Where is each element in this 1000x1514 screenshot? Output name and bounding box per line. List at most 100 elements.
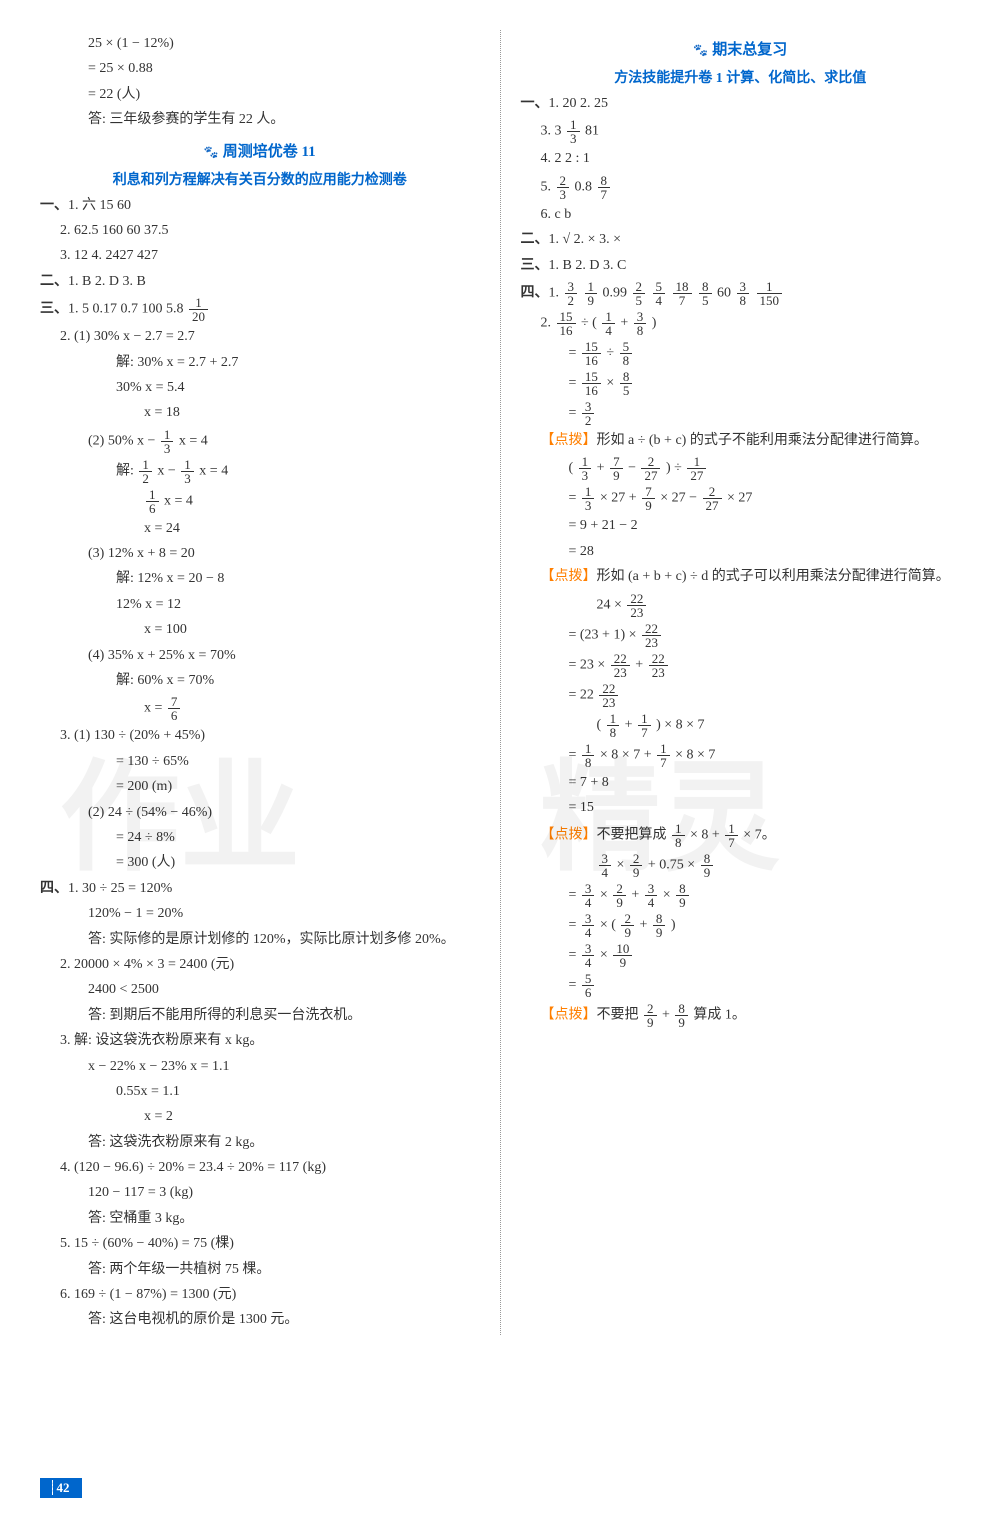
q2-1c: x = 18 bbox=[40, 402, 480, 424]
fraction: 34 bbox=[582, 912, 595, 939]
fraction: 1516 bbox=[582, 370, 601, 397]
q2-4h: (4) 35% x + 25% x = 70% bbox=[40, 645, 480, 667]
r1-6: 6. c b bbox=[521, 204, 961, 226]
fraction: 18 bbox=[582, 742, 595, 769]
fraction: 58 bbox=[620, 340, 633, 367]
heading-final: 期末总复习 bbox=[521, 38, 961, 59]
section-2: 二、1. B 2. D 3. B bbox=[40, 271, 480, 293]
s4-3b: x − 22% x − 23% x = 1.1 bbox=[40, 1056, 480, 1078]
r4-q4-l3: = 23 × 2223 + 2223 bbox=[521, 652, 961, 679]
r4-q2-l3: = 1516 × 85 bbox=[521, 370, 961, 397]
fraction: 17 bbox=[725, 822, 738, 849]
section-content: 1. 六 15 60 bbox=[68, 198, 131, 213]
hint-label: 【点拨】 bbox=[541, 569, 597, 584]
q2-3a: 解: 12% x = 20 − 8 bbox=[40, 568, 480, 590]
r4-q2-l2: = 1516 ÷ 58 bbox=[521, 340, 961, 367]
s4-2b: 2400 < 2500 bbox=[40, 979, 480, 1001]
text bbox=[694, 286, 698, 301]
text: = bbox=[569, 918, 580, 933]
text: + bbox=[621, 717, 636, 732]
r4-q3-l1: ( 13 + 79 − 227 ) ÷ 127 bbox=[521, 455, 961, 482]
fraction: 54 bbox=[653, 280, 666, 307]
text: × 27 − bbox=[657, 491, 701, 506]
fraction: 2223 bbox=[649, 652, 668, 679]
text: 1. bbox=[549, 286, 563, 301]
fraction: 19 bbox=[585, 280, 598, 307]
fraction: 79 bbox=[642, 485, 655, 512]
fraction: 13 bbox=[181, 458, 194, 485]
s4-4b: 120 − 117 = 3 (kg) bbox=[40, 1182, 480, 1204]
q3-1h: 3. (1) 130 ÷ (20% + 45%) bbox=[40, 725, 480, 747]
q2-1a: 解: 30% x = 2.7 + 2.7 bbox=[40, 352, 480, 374]
intro-line: 答: 三年级参赛的学生有 22 人。 bbox=[40, 109, 480, 131]
s4-6a: 6. 169 ÷ (1 − 87%) = 1300 (元) bbox=[40, 1284, 480, 1306]
q2-3b: 12% x = 12 bbox=[40, 594, 480, 616]
fraction: 109 bbox=[613, 942, 632, 969]
fraction: 34 bbox=[645, 882, 658, 909]
r4-q5-l4: = 15 bbox=[521, 797, 961, 819]
fraction: 89 bbox=[675, 1002, 688, 1029]
text: = bbox=[569, 978, 580, 993]
fraction: 29 bbox=[644, 1002, 657, 1029]
r4-q6-l4: = 34 × 109 bbox=[521, 942, 961, 969]
text: 0.99 bbox=[599, 286, 631, 301]
q2-4a: 解: 60% x = 70% bbox=[40, 670, 480, 692]
text: 24 × bbox=[597, 597, 626, 612]
q2-2b: 16 x = 4 bbox=[40, 488, 480, 515]
r4-q2-l4: = 32 bbox=[521, 400, 961, 427]
section-label: 四、 bbox=[40, 881, 68, 896]
s4-1b: 120% − 1 = 20% bbox=[40, 903, 480, 925]
text: 1. 20 2. 25 bbox=[549, 96, 609, 111]
section-1: 一、1. 六 15 60 bbox=[40, 195, 480, 217]
r4-q6-l5: = 56 bbox=[521, 972, 961, 999]
text: − bbox=[625, 461, 640, 476]
text: ÷ ( bbox=[578, 316, 601, 331]
text: + 0.75 × bbox=[644, 858, 698, 873]
text: (2) 50% x − bbox=[88, 433, 159, 448]
text: ) bbox=[667, 918, 675, 933]
text: 60 bbox=[714, 286, 735, 301]
fraction: 38 bbox=[634, 310, 647, 337]
text: ÷ bbox=[603, 346, 618, 361]
r4-q5-l3: = 7 + 8 bbox=[521, 772, 961, 794]
text: ) × 8 × 7 bbox=[653, 717, 705, 732]
text: x = 4 bbox=[196, 463, 228, 478]
q3-2a: = 24 ÷ 8% bbox=[40, 827, 480, 849]
text: × 27 bbox=[724, 491, 753, 506]
text: × bbox=[613, 858, 628, 873]
r4-q6-l2: = 34 × 29 + 34 × 89 bbox=[521, 882, 961, 909]
text: = bbox=[569, 346, 580, 361]
text: + bbox=[617, 316, 632, 331]
r4-q2-l1: 2. 1516 ÷ ( 14 + 38 ) bbox=[521, 310, 961, 337]
hint-label: 【点拨】 bbox=[541, 1008, 597, 1023]
s4-3a: 3. 解: 设这袋洗衣粉原来有 x kg。 bbox=[40, 1030, 480, 1052]
r1-3: 3. 3 13 81 bbox=[521, 118, 961, 145]
text bbox=[579, 286, 583, 301]
fraction: 18 bbox=[672, 822, 685, 849]
fraction: 29 bbox=[630, 852, 643, 879]
sec1-line: 3. 12 4. 2427 427 bbox=[40, 245, 480, 267]
page-container: 25 × (1 − 12%) = 25 × 0.88 = 22 (人) 答: 三… bbox=[0, 0, 1000, 1355]
fraction: 79 bbox=[610, 455, 623, 482]
q3-2h: (2) 24 ÷ (54% − 46%) bbox=[40, 802, 480, 824]
section-label: 三、 bbox=[40, 302, 68, 317]
intro-line: = 25 × 0.88 bbox=[40, 58, 480, 80]
fraction: 32 bbox=[565, 280, 578, 307]
text: + bbox=[628, 888, 643, 903]
text bbox=[751, 286, 755, 301]
q3-1b: = 200 (m) bbox=[40, 776, 480, 798]
s4-4c: 答: 空桶重 3 kg。 bbox=[40, 1208, 480, 1230]
fraction: 2223 bbox=[627, 592, 646, 619]
fraction: 38 bbox=[737, 280, 750, 307]
fraction: 13 bbox=[582, 485, 595, 512]
text: = 22 bbox=[569, 687, 598, 702]
fraction: 87 bbox=[598, 174, 611, 201]
text: = bbox=[569, 376, 580, 391]
sec1-line: 2. 62.5 160 60 37.5 bbox=[40, 220, 480, 242]
fraction: 16 bbox=[146, 488, 159, 515]
r4-q3-l2: = 13 × 27 + 79 × 27 − 227 × 27 bbox=[521, 485, 961, 512]
r4-q5-l2: = 18 × 8 × 7 + 17 × 8 × 7 bbox=[521, 742, 961, 769]
text: 1. B 2. D 3. C bbox=[549, 258, 627, 273]
column-divider bbox=[500, 30, 501, 1335]
fraction: 34 bbox=[599, 852, 612, 879]
